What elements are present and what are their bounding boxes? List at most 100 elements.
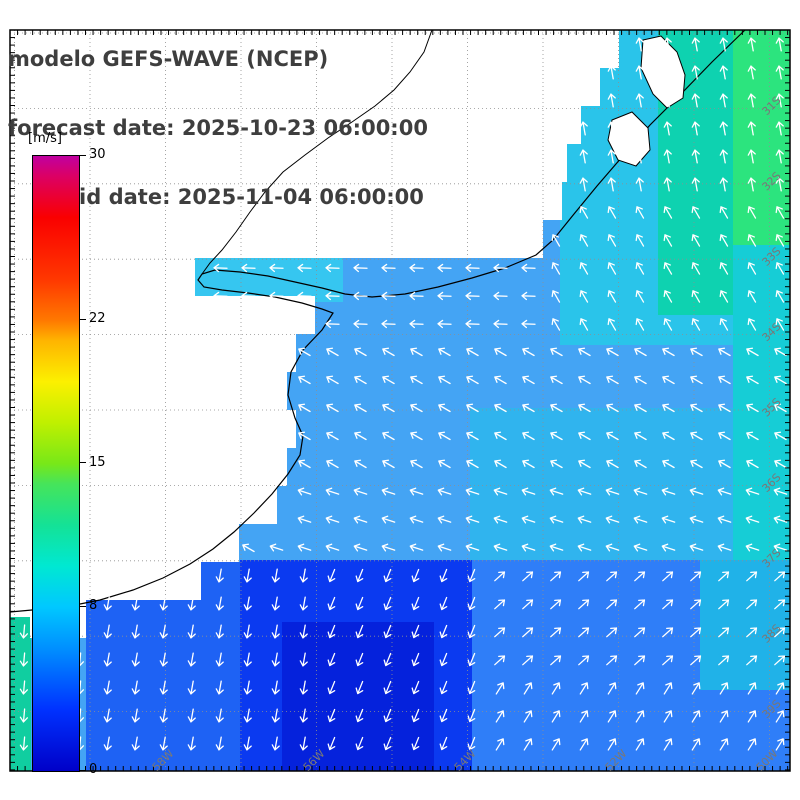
wind-arrow bbox=[297, 291, 312, 301]
wind-arrow bbox=[410, 403, 423, 413]
wind-arrow bbox=[466, 459, 479, 469]
wind-arrow bbox=[325, 319, 340, 329]
wind-arrow bbox=[437, 487, 452, 496]
wind-arrow bbox=[633, 487, 648, 496]
wind-arrow bbox=[159, 596, 168, 611]
wind-arrow bbox=[578, 627, 590, 638]
wind-arrow bbox=[550, 403, 563, 413]
wind-arrow bbox=[719, 149, 728, 164]
wind-arrow bbox=[718, 655, 730, 666]
wind-arrow bbox=[605, 487, 620, 496]
wind-arrow bbox=[493, 263, 508, 273]
wind-arrow bbox=[494, 431, 507, 441]
wind-arrow bbox=[298, 375, 311, 385]
wind-arrow bbox=[690, 375, 703, 385]
wind-arrow bbox=[775, 682, 785, 695]
wind-arrow bbox=[719, 37, 728, 52]
wind-arrow bbox=[215, 680, 224, 695]
colorbar-unit-label: [m/s] bbox=[28, 131, 62, 146]
wind-arrow bbox=[746, 431, 759, 441]
wind-arrow bbox=[551, 738, 561, 751]
wind-arrow bbox=[299, 736, 308, 751]
wind-arrow bbox=[691, 234, 701, 247]
wind-arrow bbox=[774, 655, 786, 666]
wind-arrow bbox=[299, 596, 308, 611]
wind-arrow bbox=[493, 291, 508, 301]
wind-arrow bbox=[355, 736, 364, 751]
wind-arrow bbox=[410, 459, 423, 469]
wind-arrow bbox=[467, 568, 476, 583]
wind-arrow bbox=[187, 624, 196, 639]
wind-arrow bbox=[19, 652, 29, 667]
wind-arrow bbox=[325, 263, 340, 273]
wind-arrow bbox=[607, 121, 616, 136]
wind-arrow bbox=[718, 599, 730, 610]
wind-arrow bbox=[409, 487, 424, 496]
wind-arrow bbox=[549, 487, 564, 496]
wind-arrow bbox=[355, 568, 364, 583]
wind-arrow bbox=[327, 568, 336, 583]
wind-arrow bbox=[746, 599, 758, 610]
wind-arrow bbox=[719, 93, 728, 108]
wind-arrow bbox=[353, 319, 368, 329]
wind-arrow bbox=[747, 710, 757, 723]
colorbar-gradient bbox=[32, 155, 80, 772]
wind-arrow bbox=[747, 121, 756, 136]
wind-arrow bbox=[187, 680, 196, 695]
wind-arrow bbox=[746, 627, 758, 638]
wind-arrow bbox=[298, 347, 311, 357]
wind-arrow bbox=[269, 543, 284, 552]
wind-arrow bbox=[691, 710, 701, 723]
wind-arrow bbox=[718, 459, 731, 469]
wind-arrow bbox=[298, 403, 311, 413]
wind-arrow bbox=[299, 708, 308, 723]
wind-arrow bbox=[354, 403, 367, 413]
wind-arrow bbox=[633, 515, 648, 524]
wind-arrow bbox=[298, 459, 311, 469]
wind-arrow bbox=[213, 263, 228, 273]
wind-arrow bbox=[747, 682, 757, 695]
wind-arrow bbox=[691, 682, 701, 695]
wind-arrow bbox=[663, 206, 673, 219]
wind-arrow bbox=[466, 375, 479, 385]
wind-arrow bbox=[550, 375, 563, 385]
wind-arrow bbox=[522, 375, 535, 385]
wind-arrow bbox=[353, 291, 368, 301]
wind-arrow bbox=[269, 263, 284, 273]
wind-arrow bbox=[381, 263, 396, 273]
wind-arrow bbox=[409, 263, 424, 273]
wind-arrow bbox=[550, 655, 562, 666]
wind-arrow bbox=[606, 627, 618, 638]
wind-arrow bbox=[467, 708, 476, 723]
wind-arrow bbox=[634, 571, 646, 582]
wind-arrow bbox=[773, 487, 788, 496]
wind-arrow bbox=[467, 624, 476, 639]
wind-arrow bbox=[215, 624, 224, 639]
wind-arrow bbox=[299, 680, 308, 695]
wind-arrow bbox=[495, 682, 505, 695]
wind-arrow bbox=[438, 403, 451, 413]
wind-arrow bbox=[719, 682, 729, 695]
edge-ticks bbox=[9, 29, 790, 771]
wind-arrow bbox=[579, 206, 589, 219]
wind-arrow bbox=[775, 93, 784, 108]
wind-arrow bbox=[773, 543, 788, 552]
wind-arrow bbox=[663, 290, 673, 303]
wind-arrow bbox=[382, 347, 395, 357]
colorbar-tick bbox=[80, 769, 86, 771]
wind-arrow bbox=[690, 431, 703, 441]
wind-arrow bbox=[159, 708, 168, 723]
wind-arrow bbox=[690, 655, 702, 666]
wind-arrow bbox=[383, 680, 392, 695]
wind-arrow bbox=[242, 543, 255, 553]
wind-arrow bbox=[353, 543, 368, 552]
wind-arrow bbox=[439, 736, 448, 751]
wind-arrow bbox=[437, 263, 452, 273]
wind-arrow bbox=[131, 596, 140, 611]
wind-arrow bbox=[131, 680, 140, 695]
wind-arrow bbox=[382, 403, 395, 413]
wind-arrow bbox=[774, 627, 786, 638]
wind-arrow bbox=[299, 568, 308, 583]
colorbar-tick-label: 15 bbox=[89, 454, 106, 470]
wind-arrow bbox=[19, 708, 29, 723]
